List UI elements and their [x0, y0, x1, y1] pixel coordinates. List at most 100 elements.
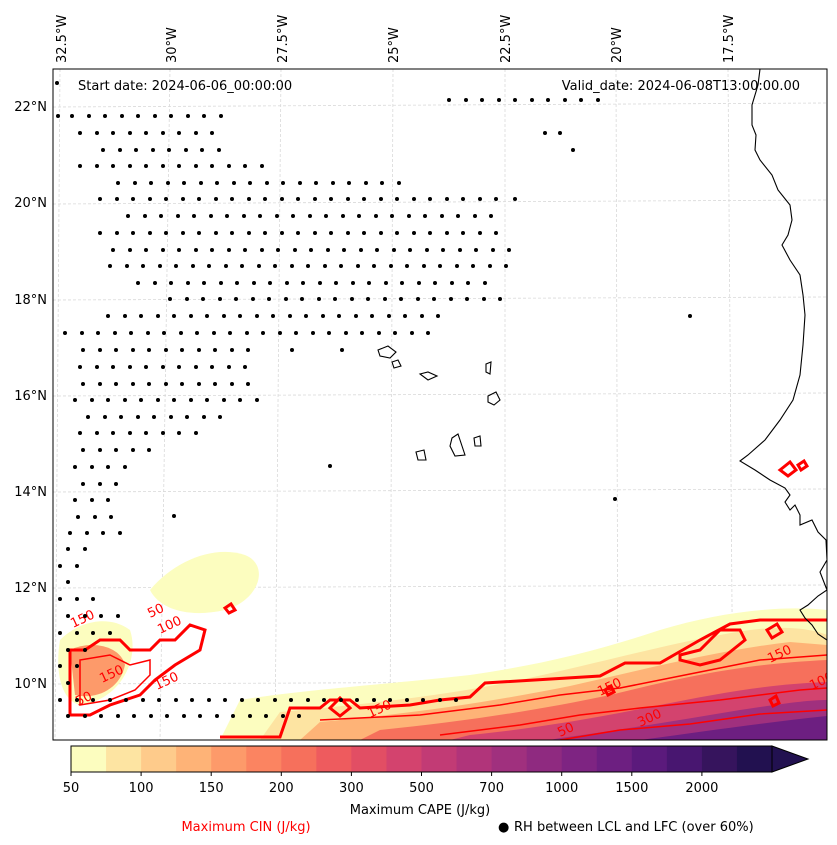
rh-dot — [222, 314, 226, 318]
rh-dot — [124, 698, 128, 702]
rh-dot — [98, 482, 102, 486]
rh-dot — [73, 498, 77, 502]
rh-dot — [339, 698, 343, 702]
rh-dot — [180, 382, 184, 386]
rh-dot — [280, 231, 284, 235]
rh-dot — [445, 197, 449, 201]
rh-dot — [289, 698, 293, 702]
rh-dot — [380, 181, 384, 185]
colorbar-cell — [246, 746, 282, 772]
rh-dot — [232, 181, 236, 185]
rh-dot — [186, 114, 190, 118]
rh-dot — [210, 248, 214, 252]
rh-dot — [488, 264, 492, 268]
rh-dot — [230, 348, 234, 352]
rh-dot — [177, 248, 181, 252]
rh-dot — [400, 281, 404, 285]
rh-dot — [471, 264, 475, 268]
cin-legend-label: Maximum CIN (J/kg) — [181, 820, 310, 835]
rh-dot — [78, 131, 82, 135]
rh-dot — [461, 197, 465, 201]
rh-dot — [76, 515, 80, 519]
rh-dot — [243, 164, 247, 168]
rh-dot — [143, 214, 147, 218]
rh-dot — [425, 248, 429, 252]
rh-dot — [181, 231, 185, 235]
rh-dot — [98, 197, 102, 201]
colorbar-cell — [106, 746, 142, 772]
rh-dot — [438, 264, 442, 268]
rh-dot — [66, 614, 70, 618]
rh-dot — [246, 382, 250, 386]
rh-dot — [73, 398, 77, 402]
rh-dot — [177, 365, 181, 369]
rh-dot — [461, 231, 465, 235]
rh-dot — [182, 181, 186, 185]
rh-dot — [95, 431, 99, 435]
rh-dot — [313, 197, 317, 201]
colorbar-tick-label: 700 — [479, 781, 504, 796]
rh-dot — [174, 264, 178, 268]
rh-dot — [465, 297, 469, 301]
rh-dot — [185, 297, 189, 301]
rh-dot — [197, 231, 201, 235]
rh-dot — [432, 297, 436, 301]
rh-dot — [58, 631, 62, 635]
rh-dot — [473, 214, 477, 218]
rh-dot — [111, 431, 115, 435]
rh-dot — [144, 164, 148, 168]
rh-dot — [182, 714, 186, 718]
rh-dot — [111, 248, 115, 252]
rh-dot — [543, 131, 547, 135]
rh-dot — [114, 448, 118, 452]
rh-dot — [218, 415, 222, 419]
rh-dot — [131, 382, 135, 386]
rh-dot — [98, 448, 102, 452]
rh-dot — [263, 231, 267, 235]
rh-dot — [172, 398, 176, 402]
rh-dot — [95, 164, 99, 168]
rh-dot — [66, 681, 70, 685]
rh-dot — [200, 148, 204, 152]
rh-dot — [78, 365, 82, 369]
rh-dot — [136, 415, 140, 419]
rh-dot — [329, 197, 333, 201]
coastline — [377, 69, 827, 641]
rh-dot — [139, 314, 143, 318]
rh-dot — [436, 314, 440, 318]
rh-dot — [497, 98, 501, 102]
rh-dot — [136, 114, 140, 118]
rh-dot — [370, 314, 374, 318]
rh-dot — [164, 348, 168, 352]
rh-dot — [340, 348, 344, 352]
rh-dot — [205, 314, 209, 318]
rh-dot — [149, 181, 153, 185]
rh-dot — [167, 148, 171, 152]
rh-dot — [141, 698, 145, 702]
colorbar-cell — [736, 746, 773, 772]
rh-dot — [311, 331, 315, 335]
rh-dot — [98, 382, 102, 386]
rh-dot — [228, 331, 232, 335]
rh-dot — [131, 348, 135, 352]
rh-dot — [563, 98, 567, 102]
rh-dot — [375, 248, 379, 252]
rh-dot — [96, 331, 100, 335]
rh-dot — [314, 181, 318, 185]
rh-dot — [75, 564, 79, 568]
rh-dot — [403, 314, 407, 318]
rh-dot — [558, 131, 562, 135]
rh-dot — [504, 264, 508, 268]
rh-dot — [58, 564, 62, 568]
rh-dot — [123, 465, 127, 469]
rh-dot — [304, 314, 308, 318]
rh-dot — [90, 465, 94, 469]
rh-dot — [309, 248, 313, 252]
rh-dot — [276, 248, 280, 252]
rh-dot — [231, 714, 235, 718]
rh-dot — [478, 197, 482, 201]
rh-dot — [197, 382, 201, 386]
colorbar-tick-label: 1000 — [545, 781, 578, 796]
rh-dot — [108, 631, 112, 635]
